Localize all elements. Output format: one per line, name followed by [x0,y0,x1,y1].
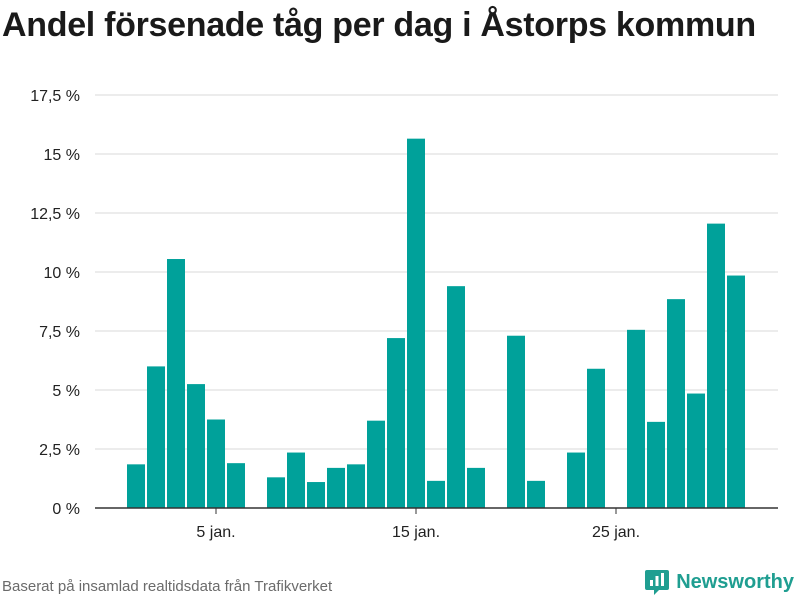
x-tick-label: 5 jan. [196,524,235,541]
y-tick-label: 7,5 % [39,324,80,341]
bar [367,420,385,508]
bar [227,463,245,508]
bar [707,223,725,508]
y-tick-label: 17,5 % [30,88,80,105]
y-tick-label: 2,5 % [39,442,80,459]
bar [587,368,605,508]
source-note: Baserat på insamlad realtidsdata från Tr… [2,578,333,595]
bar [467,467,485,508]
bar [287,452,305,508]
newsworthy-logo-icon [645,570,670,595]
bar [567,452,585,508]
bar [407,138,425,508]
bar [167,259,185,508]
bar [347,464,365,508]
brand-logo[interactable]: Newsworthy [644,568,794,596]
y-tick-label: 15 % [44,147,80,164]
bar [507,335,525,508]
bars [127,138,745,508]
y-tick-label: 5 % [52,383,80,400]
y-tick-label: 0 % [52,501,80,518]
y-axis-tick-labels: 0 % 2,5 % 5 % 7,5 % 10 % 12,5 % 15 % 17,5 % [30,88,80,518]
bar [387,338,405,508]
x-tick-label: 15 jan. [392,524,440,541]
bar [427,480,445,508]
y-tick-label: 10 % [44,265,80,282]
brand-name: Newsworthy [676,570,794,593]
bar [207,419,225,508]
bar [687,393,705,508]
bar [527,480,545,508]
x-tick-label: 25 jan. [592,524,640,541]
y-tick-label: 12,5 % [30,206,80,223]
bar [667,299,685,508]
bar [187,384,205,508]
bar [267,477,285,508]
bar [447,286,465,508]
bar [727,275,745,508]
bar [147,366,165,508]
x-axis: 5 jan. 15 jan. 25 jan. [95,507,778,541]
chart-title: Andel försenade tåg per dag i Åstorps ko… [2,6,756,44]
bar [647,421,665,508]
bar [127,464,145,508]
bar [627,329,645,508]
bar [327,467,345,508]
bar [307,482,325,508]
